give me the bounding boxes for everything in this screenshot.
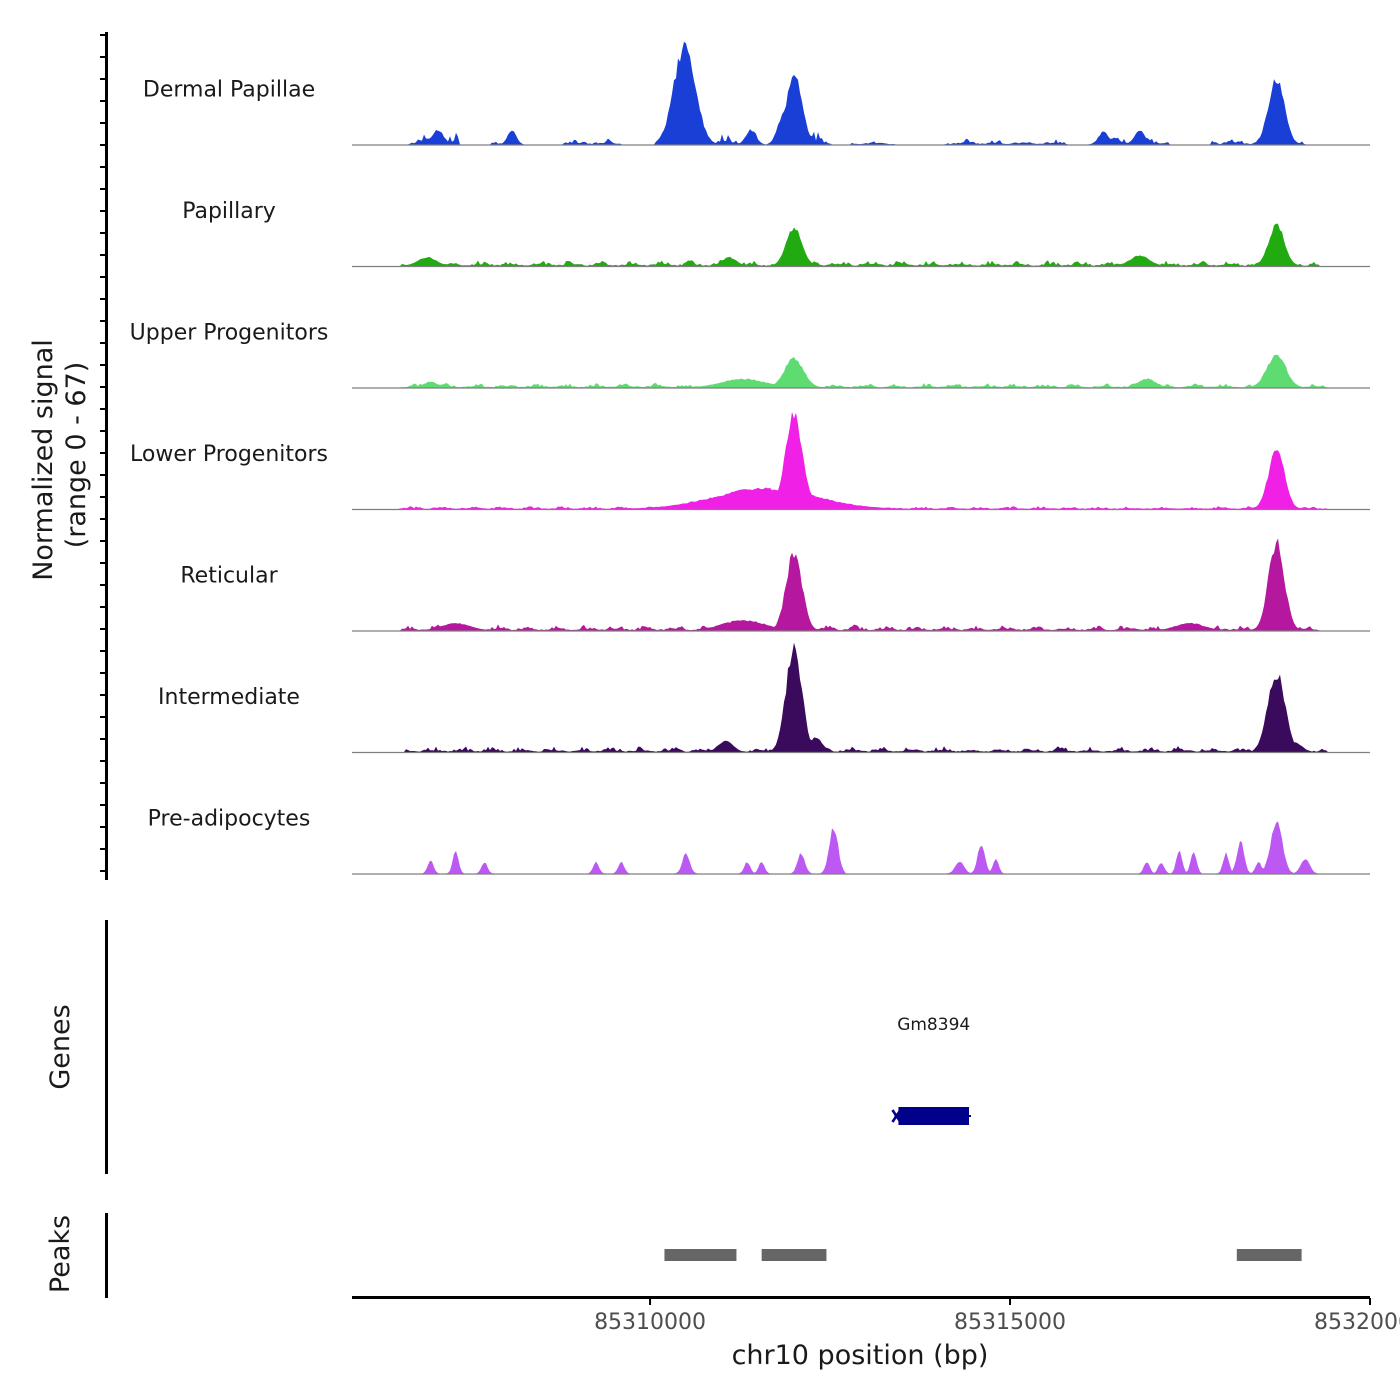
track-label: Reticular bbox=[180, 564, 278, 589]
gene-strand-arrow bbox=[891, 1109, 902, 1123]
x-tick-label: 85310000 bbox=[594, 1310, 706, 1335]
track-label: Intermediate bbox=[158, 685, 300, 710]
signal-area bbox=[352, 411, 1370, 509]
gene-exon bbox=[898, 1107, 969, 1125]
track-label: Pre-adipocytes bbox=[148, 807, 311, 832]
track-dermal-papillae: Dermal Papillae bbox=[143, 41, 1370, 146]
y-axis-title: Normalized signal (range 0 - 67) bbox=[28, 339, 92, 581]
peak-region bbox=[1236, 1249, 1302, 1261]
track-pre-adipocytes: Pre-adipocytes bbox=[148, 807, 1370, 875]
peak-region bbox=[664, 1249, 737, 1261]
signal-area bbox=[352, 41, 1370, 145]
signal-area bbox=[352, 642, 1370, 752]
x-tick-label: 85315000 bbox=[954, 1310, 1066, 1335]
track-label: Upper Progenitors bbox=[130, 321, 329, 346]
signal-area bbox=[352, 538, 1370, 631]
track-lower-progenitors: Lower Progenitors bbox=[130, 411, 1370, 511]
track-upper-progenitors: Upper Progenitors bbox=[130, 321, 1370, 389]
signal-area bbox=[352, 821, 1370, 874]
genes-axis-title: Genes bbox=[45, 1004, 76, 1089]
signal-area bbox=[352, 223, 1370, 266]
track-label: Papillary bbox=[182, 199, 276, 224]
track-intermediate: Intermediate bbox=[158, 642, 1370, 754]
peaks-axis-title: Peaks bbox=[45, 1215, 76, 1293]
x-axis-ticks: 85310000 85315000 85320000 bbox=[594, 1298, 1400, 1335]
signal-area bbox=[352, 354, 1370, 388]
track-papillary: Papillary bbox=[182, 199, 1370, 268]
peak-track bbox=[664, 1249, 1302, 1261]
signal-y-axis-ticks bbox=[100, 34, 106, 872]
track-label: Dermal Papillae bbox=[143, 78, 315, 103]
x-axis-title: chr10 position (bp) bbox=[732, 1340, 989, 1371]
signal-tracks: Dermal Papillae Papillary Upper Progenitor… bbox=[130, 41, 1370, 875]
peak-region bbox=[761, 1249, 827, 1261]
track-label: Lower Progenitors bbox=[130, 442, 328, 467]
y-axis-title-line1: Normalized signal bbox=[28, 339, 59, 581]
gene-label: Gm8394 bbox=[897, 1015, 970, 1035]
gene-gm8394: Gm8394 bbox=[891, 1015, 971, 1125]
x-tick-label: 85320000 bbox=[1314, 1310, 1400, 1335]
gene-track: Gm8394 bbox=[891, 1015, 971, 1125]
track-reticular: Reticular bbox=[180, 538, 1370, 632]
y-axis-title-line2: (range 0 - 67) bbox=[61, 362, 92, 549]
